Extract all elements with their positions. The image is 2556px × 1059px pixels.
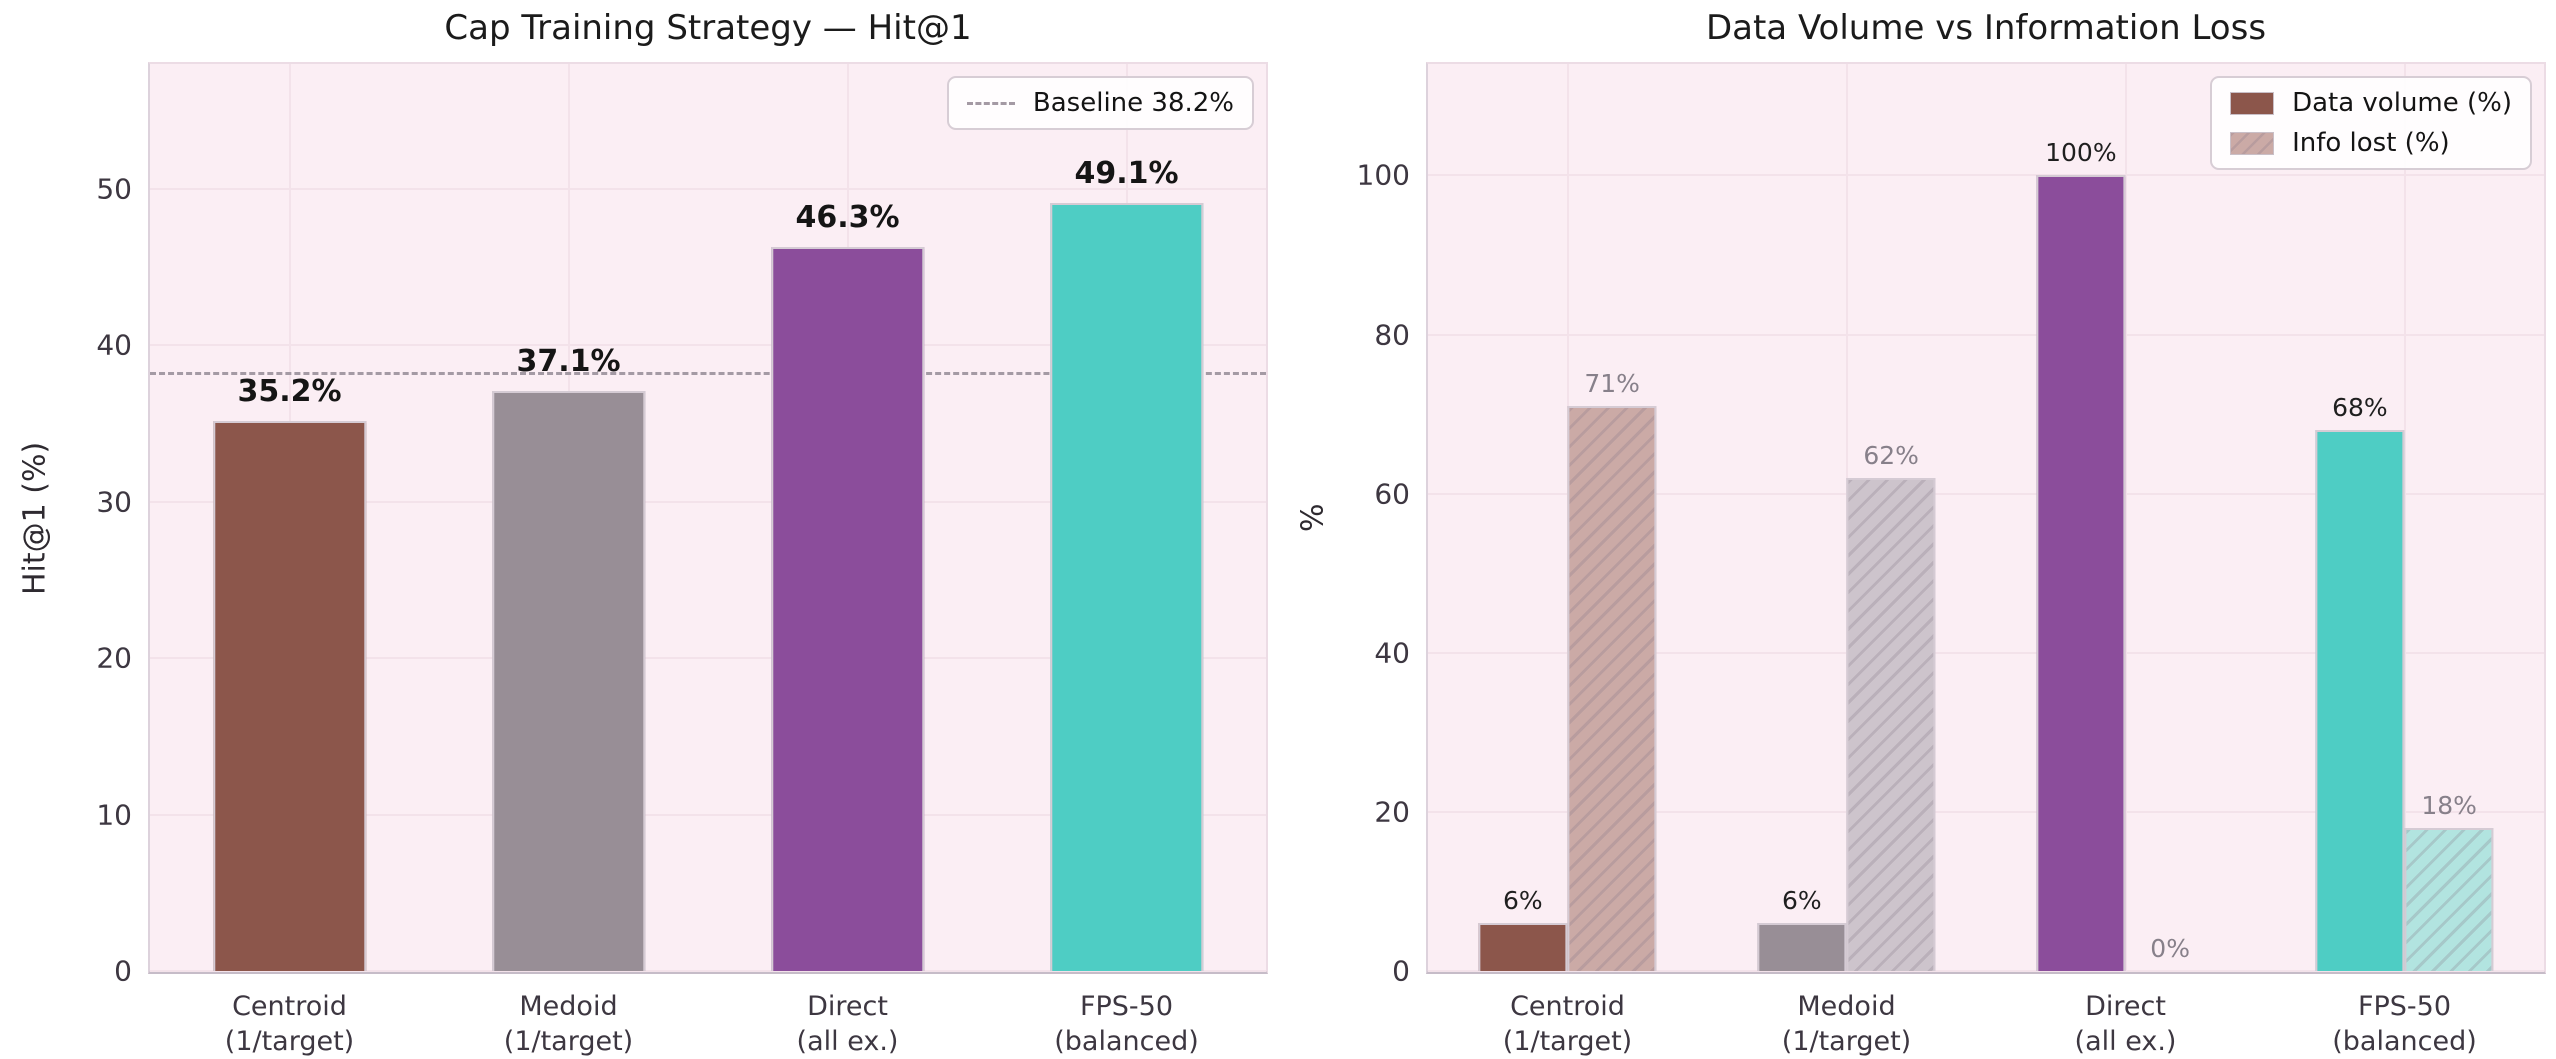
gridline-vertical <box>2124 64 2127 971</box>
value-label-fps-50-data-volume: 68% <box>2332 392 2388 422</box>
legend-label: Baseline 38.2% <box>1032 88 1234 118</box>
legend-swatch-data-volume <box>2230 91 2275 115</box>
y-tick-label: 40 <box>96 328 132 362</box>
x-tick-label-fps-50: FPS-50 (balanced) <box>2332 991 2477 1058</box>
plot-area: Data volume (%) Info lost (%) 0 20 40 60 80 1… <box>1357 62 2546 1057</box>
value-label-medoid-info-lost: 62% <box>1863 440 1919 470</box>
legend: Data volume (%) Info lost (%) <box>2210 76 2532 170</box>
legend-item-data-volume: Data volume (%) <box>2230 88 2512 118</box>
y-tick-label: 10 <box>96 798 132 832</box>
x-tick-label-fps-50: FPS-50 (balanced) <box>1054 991 1199 1058</box>
gridline-horizontal <box>1428 810 2544 813</box>
gridline-horizontal <box>150 657 1266 660</box>
bar-fps-50-data-volume <box>2315 429 2405 971</box>
value-label-direct-data-volume: 100% <box>2045 138 2117 168</box>
legend-item-baseline: Baseline 38.2% <box>966 88 1234 118</box>
bar-medoid-data-volume <box>1757 923 1847 971</box>
gridline-horizontal <box>150 970 1266 972</box>
gridline-horizontal <box>150 500 1266 503</box>
chart-data-volume-vs-info-loss: Data Volume vs Information Loss % Data v… <box>1278 0 2556 1057</box>
x-tick-label-medoid: Medoid (1/target) <box>1781 991 1912 1058</box>
bar-centroid-info-lost <box>1567 406 1657 971</box>
bar-fps-50-info-lost <box>2404 827 2494 971</box>
value-label-centroid-data-volume: 6% <box>1503 886 1543 916</box>
y-tick-label: 50 <box>96 172 132 206</box>
x-tick-label-direct: Direct (all ex.) <box>796 991 899 1058</box>
y-tick-label: 0 <box>1392 954 1410 988</box>
gridline-horizontal <box>150 813 1266 816</box>
value-label-fps-50-info-lost: 18% <box>2421 790 2477 820</box>
y-tick-label: 80 <box>1374 318 1410 352</box>
y-tick-label: 0 <box>114 954 132 988</box>
bar-fps-50 <box>1049 203 1204 971</box>
x-tick-label-medoid: Medoid (1/target) <box>503 991 634 1058</box>
value-label-direct: 46.3% <box>795 199 900 235</box>
gridline-horizontal <box>1428 651 2544 654</box>
gridline-horizontal <box>150 188 1266 191</box>
legend-swatch-info-lost <box>2230 131 2275 155</box>
chart-title: Cap Training Strategy — Hit@1 <box>444 8 972 48</box>
baseline-line <box>150 371 1266 375</box>
gridline-horizontal <box>1428 492 2544 495</box>
y-tick-label: 100 <box>1356 158 1410 192</box>
value-label-medoid: 37.1% <box>516 343 621 379</box>
plot-area: Baseline 38.2% 0 10 20 30 40 50 Centroid (1/ta… <box>96 62 1268 1057</box>
value-label-direct-info-lost: 0% <box>2150 934 2190 963</box>
value-label-medoid-data-volume: 6% <box>1782 886 1822 916</box>
x-tick-label-centroid: Centroid (1/target) <box>224 991 355 1058</box>
gridline-horizontal <box>150 344 1266 347</box>
y-tick-label: 20 <box>96 641 132 675</box>
value-label-centroid-info-lost: 71% <box>1584 369 1640 399</box>
y-tick-label: 20 <box>1374 795 1410 829</box>
y-tick-label: 40 <box>1374 636 1410 670</box>
legend: Baseline 38.2% <box>946 76 1254 130</box>
baseline-dash-swatch <box>966 101 1015 105</box>
bar-direct-data-volume <box>2036 175 2126 971</box>
x-tick-label-centroid: Centroid (1/target) <box>1502 991 1633 1058</box>
gridline-horizontal <box>1428 970 2544 972</box>
bar-medoid <box>491 390 646 971</box>
legend-label: Data volume (%) <box>2292 88 2512 118</box>
legend-label: Info lost (%) <box>2292 128 2450 158</box>
bar-medoid-info-lost <box>1846 477 1936 971</box>
chart-title: Data Volume vs Information Loss <box>1705 8 2267 48</box>
gridline-horizontal <box>1428 174 2544 177</box>
y-axis-label: % <box>1295 503 1331 533</box>
y-tick-label: 30 <box>96 485 132 519</box>
y-tick-label: 60 <box>1374 477 1410 511</box>
bar-centroid-data-volume <box>1478 923 1568 971</box>
value-label-centroid: 35.2% <box>237 373 342 409</box>
legend-item-info-lost: Info lost (%) <box>2230 128 2512 158</box>
chart-hit-at-1: Cap Training Strategy — Hit@1 Hit@1 (%) … <box>0 0 1278 1057</box>
x-tick-label-direct: Direct (all ex.) <box>2074 991 2177 1058</box>
value-label-fps-50: 49.1% <box>1074 156 1179 192</box>
bar-direct <box>770 246 925 971</box>
gridline-horizontal <box>1428 333 2544 336</box>
gridline-vertical <box>2403 64 2406 971</box>
y-axis-label: Hit@1 (%) <box>17 441 53 595</box>
bar-centroid <box>212 420 367 971</box>
